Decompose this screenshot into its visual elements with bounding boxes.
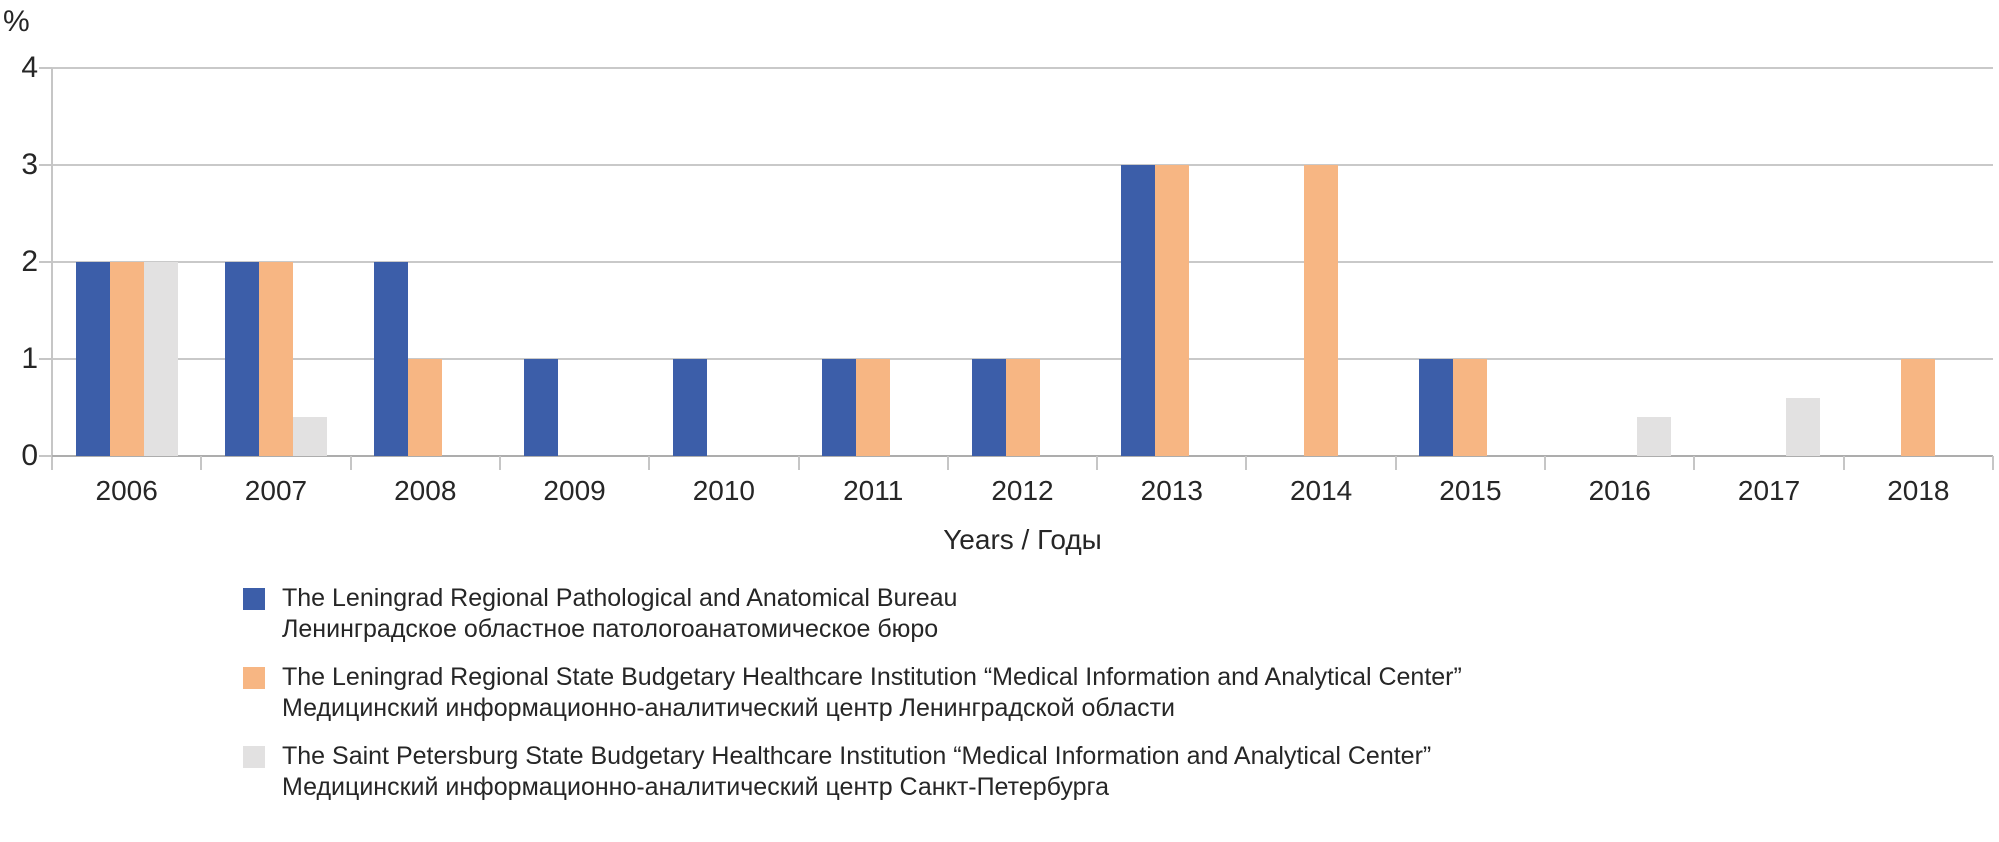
- legend-label: The Leningrad Regional State Budgetary H…: [282, 662, 1462, 724]
- x-tick-label: 2016: [1588, 475, 1651, 506]
- x-tick-label: 2018: [1887, 475, 1950, 506]
- legend: The Leningrad Regional Pathological and …: [243, 583, 1462, 803]
- bar-2014-s2: [1304, 165, 1339, 456]
- y-tick-mark: [39, 358, 52, 360]
- bar-2011-s1: [822, 359, 857, 456]
- y-tick-mark: [39, 67, 52, 69]
- y-axis-line: [51, 68, 53, 470]
- bar-2006-s1: [75, 262, 110, 456]
- bar-2008-s1: [374, 262, 409, 456]
- legend-swatch-icon: [243, 588, 265, 610]
- bar-2013-s2: [1154, 165, 1189, 456]
- legend-label: The Saint Petersburg State Budgetary Hea…: [282, 741, 1431, 803]
- y-tick-mark: [39, 164, 52, 166]
- x-axis-line: [52, 455, 1993, 457]
- x-tick-label: 2012: [991, 475, 1054, 506]
- y-tick-mark: [39, 261, 52, 263]
- y-tick-mark: [39, 455, 52, 457]
- x-tick-label: 2014: [1289, 475, 1353, 506]
- bar-2017-s3: [1786, 397, 1821, 456]
- x-tick-mark: [797, 456, 800, 470]
- x-tick-mark: [1096, 456, 1099, 470]
- legend-label-en: The Saint Petersburg State Budgetary Hea…: [282, 742, 1432, 770]
- x-tick-mark: [1245, 456, 1248, 470]
- legend-label-en: The Leningrad Regional Pathological and …: [282, 584, 958, 612]
- bar-2009-s1: [523, 359, 558, 456]
- x-tick-label: 2017: [1737, 475, 1801, 506]
- bar-2007-s2: [258, 262, 293, 456]
- x-tick-mark: [1693, 456, 1696, 470]
- x-tick-mark: [1842, 456, 1845, 470]
- bar-2010-s1: [672, 359, 707, 456]
- y-tick-label: 4: [21, 51, 38, 84]
- y-tick-label: 2: [21, 245, 38, 278]
- bar-2018-s2: [1901, 359, 1936, 456]
- bar-2012-s2: [1005, 359, 1040, 456]
- x-tick-label: 2008: [394, 475, 457, 506]
- x-tick-mark: [1394, 456, 1397, 470]
- legend-swatch-icon: [243, 746, 265, 768]
- legend-label-ru: Медицинский информационно-аналитический …: [282, 773, 1109, 801]
- gridline-y3: [52, 164, 1993, 166]
- x-tick-label: 2006: [95, 475, 158, 506]
- y-tick-label: 0: [21, 439, 38, 472]
- x-tick-mark: [200, 456, 203, 470]
- legend-item-1: The Leningrad Regional Pathological and …: [243, 583, 1462, 645]
- bar-2015-s1: [1419, 359, 1454, 456]
- x-tick-mark: [349, 456, 352, 470]
- x-tick-mark: [498, 456, 501, 470]
- y-tick-label: 1: [21, 342, 38, 375]
- x-axis-title: Years / Годы: [943, 524, 1102, 555]
- x-tick-label: 2007: [244, 475, 308, 506]
- bar-2015-s2: [1453, 359, 1488, 456]
- bar-2012-s1: [971, 359, 1006, 456]
- legend-label-ru: Ленинградское областное патологоанатомич…: [282, 615, 939, 643]
- x-tick-mark: [648, 456, 651, 470]
- legend-label-en: The Leningrad Regional State Budgetary H…: [282, 663, 1462, 691]
- bar-2013-s1: [1120, 165, 1155, 456]
- y-tick-label: 3: [21, 148, 38, 181]
- legend-label: The Leningrad Regional Pathological and …: [282, 583, 957, 645]
- bar-2016-s3: [1636, 417, 1671, 456]
- x-tick-label: 2009: [543, 475, 606, 506]
- x-tick-mark: [946, 456, 949, 470]
- bar-2006-s3: [143, 262, 178, 456]
- legend-item-2: The Leningrad Regional State Budgetary H…: [243, 662, 1462, 724]
- gridline-y4: [52, 67, 1993, 69]
- legend-swatch-icon: [243, 667, 265, 689]
- bar-2008-s2: [408, 359, 443, 456]
- gridline-y2: [52, 261, 1993, 263]
- legend-label-ru: Медицинский информационно-аналитический …: [282, 694, 1175, 722]
- y-axis-unit-label: %: [3, 5, 30, 38]
- bar-2011-s2: [856, 359, 891, 456]
- bar-2006-s2: [109, 262, 144, 456]
- x-tick-mark: [1544, 456, 1547, 470]
- bar-2007-s1: [224, 262, 259, 456]
- bar-2007-s3: [292, 417, 327, 456]
- x-tick-mark: [1992, 456, 1994, 470]
- legend-item-3: The Saint Petersburg State Budgetary Hea…: [243, 741, 1462, 803]
- x-tick-label: 2015: [1439, 475, 1502, 506]
- x-tick-label: 2011: [843, 475, 904, 506]
- x-tick-label: 2013: [1140, 475, 1203, 506]
- x-tick-label: 2010: [692, 475, 756, 506]
